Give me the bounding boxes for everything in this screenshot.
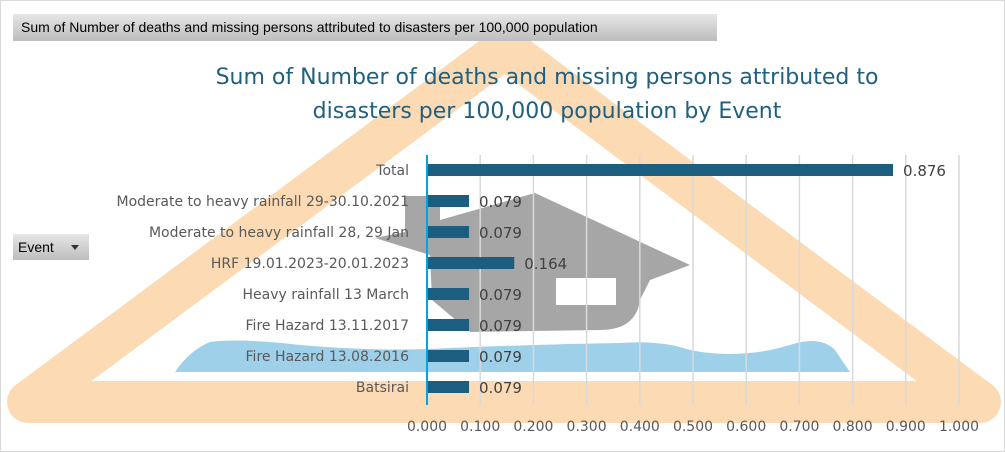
chart-title-line: disasters per 100,000 population by Even… — [313, 99, 782, 124]
category-label: Moderate to heavy rainfall 28, 29 Jan — [149, 225, 409, 241]
data-label: 0.164 — [524, 255, 567, 273]
x-tick-label: 0.800 — [833, 419, 873, 435]
x-tick-label: 0.900 — [886, 419, 926, 435]
bar — [428, 319, 470, 331]
bar — [428, 288, 470, 300]
data-label: 0.079 — [479, 286, 522, 304]
data-label: 0.079 — [479, 379, 522, 397]
category-label: Batsirai — [356, 380, 409, 396]
bar — [428, 350, 470, 362]
x-tick-label: 0.000 — [407, 419, 447, 435]
x-tick-label: 0.700 — [779, 419, 819, 435]
water-wave-icon — [175, 340, 850, 372]
x-tick-label: 1.000 — [939, 419, 979, 435]
x-tick-label: 0.500 — [673, 419, 713, 435]
category-label: Fire Hazard 13.08.2016 — [246, 349, 410, 365]
bar — [428, 381, 470, 393]
data-label: 0.079 — [479, 348, 522, 366]
category-label: Total — [375, 163, 409, 179]
warning-triangle-icon — [7, 27, 1001, 423]
category-label: Moderate to heavy rainfall 29-30.10.2021 — [117, 194, 409, 210]
value-field-button[interactable]: Sum of Number of deaths and missing pers… — [13, 14, 717, 41]
data-label: 0.079 — [479, 317, 522, 335]
event-filter-label: Event — [18, 239, 54, 255]
dropdown-arrow-icon — [71, 245, 79, 250]
data-label: 0.876 — [903, 162, 946, 180]
category-label: Heavy rainfall 13 March — [242, 287, 409, 303]
category-label: HRF 19.01.2023-20.01.2023 — [211, 256, 409, 272]
data-label: 0.079 — [479, 224, 522, 242]
data-label: 0.079 — [479, 193, 522, 211]
x-tick-label: 0.600 — [726, 419, 766, 435]
value-field-label: Sum of Number of deaths and missing pers… — [21, 19, 598, 35]
event-filter-button[interactable]: Event — [13, 234, 89, 260]
category-label: Fire Hazard 13.11.2017 — [246, 318, 409, 334]
bar — [428, 226, 470, 238]
x-tick-label: 0.400 — [620, 419, 660, 435]
x-tick-label: 0.300 — [567, 419, 607, 435]
bar — [428, 164, 894, 176]
chart-title-line: Sum of Number of deaths and missing pers… — [216, 65, 879, 90]
x-tick-label: 0.100 — [460, 419, 500, 435]
bar — [428, 257, 515, 269]
bar — [428, 195, 470, 207]
x-tick-label: 0.200 — [513, 419, 553, 435]
